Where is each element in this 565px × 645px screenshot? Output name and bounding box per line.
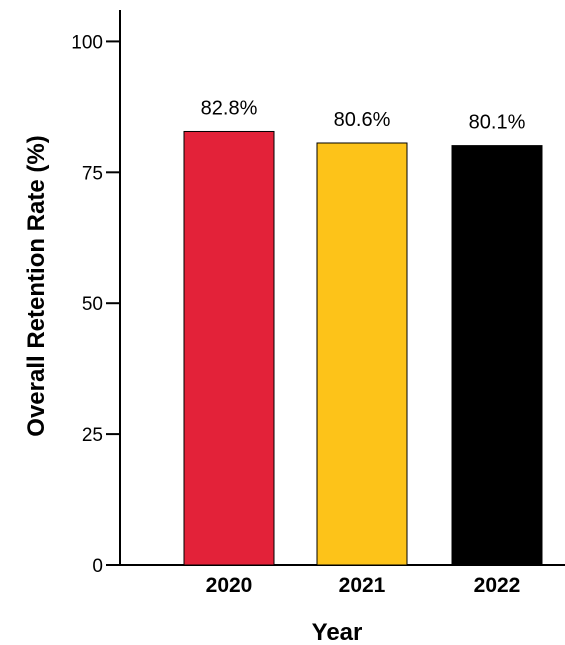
data-label-2022: 80.1%	[469, 112, 526, 134]
data-label-2021: 80.6%	[334, 109, 391, 131]
bar-2022	[451, 145, 543, 566]
bar-2020	[183, 130, 275, 566]
y-tick-label: 50	[82, 294, 103, 315]
y-tick-label: 0	[92, 556, 103, 577]
data-label-2020: 82.8%	[201, 97, 258, 119]
category-labels: 2020 2021 2022	[206, 574, 521, 597]
x-axis-title: Year	[312, 619, 363, 645]
x-tick-label-2020: 2020	[206, 574, 253, 597]
y-ticks: 0 25 50 75 100	[71, 32, 120, 577]
y-axis-title: Overall Retention Rate (%)	[23, 135, 50, 436]
bar-2021	[316, 142, 408, 566]
data-labels: 82.8% 80.6% 80.1%	[201, 97, 526, 133]
y-tick-label: 75	[82, 163, 103, 184]
x-tick-label-2021: 2021	[339, 574, 386, 597]
bars	[183, 130, 543, 566]
y-tick-label: 100	[71, 32, 103, 53]
x-tick-label-2022: 2022	[474, 574, 521, 597]
y-tick-label: 25	[82, 425, 103, 446]
